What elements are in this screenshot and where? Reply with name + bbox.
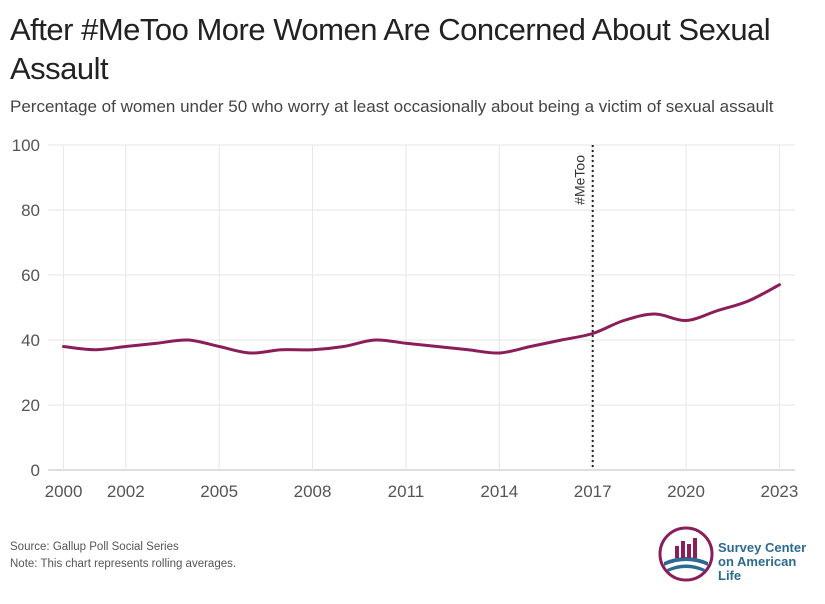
x-tick-label: 2005: [200, 482, 238, 501]
y-tick-label: 40: [21, 331, 40, 350]
y-axis: 0 20 40 60 80 100: [12, 136, 40, 480]
x-tick-label: 2011: [388, 482, 425, 501]
logo-text: Survey Center on American Life: [718, 541, 818, 583]
chart-subtitle: Percentage of women under 50 who worry a…: [10, 97, 774, 116]
series-line: [62, 283, 781, 355]
x-axis: 2000 2002 2005 2008 2011 2014 2017 2020 2023: [45, 482, 799, 501]
logo-line-2: on American Life: [718, 554, 797, 583]
chart-title: After #MeToo More Women Are Concerned Ab…: [10, 12, 771, 86]
y-tick-label: 100: [12, 136, 40, 155]
bar-chart-globe-icon: [658, 526, 714, 582]
x-tick-label: 2017: [574, 482, 612, 501]
chart-footer: Source: Gallup Poll Social Series Note: …: [10, 539, 236, 573]
source-note: Source: Gallup Poll Social Series: [10, 541, 179, 553]
series: [62, 283, 781, 355]
x-tick-label: 2002: [107, 482, 145, 501]
y-tick-label: 20: [21, 396, 40, 415]
grid: [48, 144, 795, 471]
x-tick-label: 2000: [45, 482, 83, 501]
chart-note: Note: This chart represents rolling aver…: [10, 558, 237, 570]
y-tick-label: 60: [21, 266, 40, 285]
y-tick-label: 80: [21, 201, 40, 220]
x-tick-label: 2020: [667, 482, 705, 501]
annotations: #MeToo: [572, 145, 594, 470]
y-tick-label: 0: [31, 461, 40, 480]
survey-center-logo: Survey Center on American Life: [658, 526, 818, 583]
logo-line-1: Survey Center: [718, 540, 807, 555]
x-tick-label: 2008: [294, 482, 332, 501]
x-tick-label: 2014: [480, 482, 518, 501]
metoo-label: #MeToo: [572, 155, 588, 205]
x-tick-label: 2023: [761, 482, 799, 501]
